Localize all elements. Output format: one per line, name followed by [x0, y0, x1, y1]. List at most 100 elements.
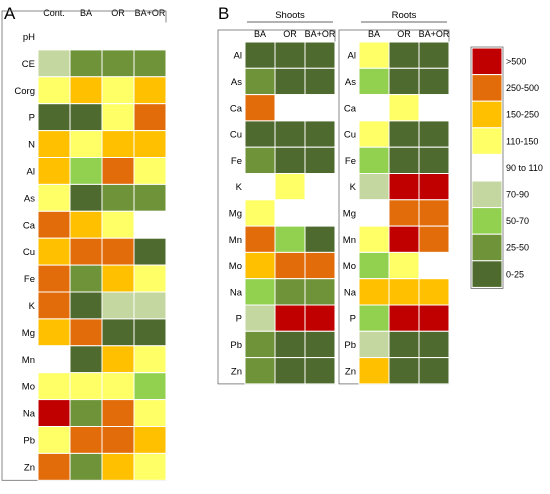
- panel-a-row-label: As: [24, 193, 35, 204]
- shoots-cell: [274, 330, 306, 359]
- legend-swatch: [471, 153, 503, 182]
- panel-a-row-label: Cu: [23, 247, 35, 258]
- roots-cell: [388, 41, 420, 69]
- panel-a-row-label: K: [29, 301, 36, 312]
- roots-row-label: Zn: [345, 366, 356, 377]
- panel-a-cell: [101, 426, 135, 454]
- roots-row-label: P: [350, 314, 356, 325]
- shoots-row-label: P: [236, 314, 242, 325]
- panel-a-cell: [37, 22, 71, 51]
- shoots-cell: [244, 94, 276, 122]
- legend-label: 70-90: [506, 190, 529, 200]
- legend-label: 50-70: [506, 216, 529, 226]
- shoots-cell: [244, 41, 276, 69]
- shoots-cell: [244, 67, 276, 96]
- panel-a-cell: [69, 237, 103, 266]
- shoots-cell: [274, 357, 306, 385]
- panel-a-cell: [101, 49, 135, 78]
- roots-cell: [418, 251, 450, 280]
- shoots-col-label: OR: [283, 29, 297, 39]
- panel-a-cell: [69, 399, 103, 428]
- shoots-cell: [274, 146, 306, 174]
- panel-a-cell: [101, 345, 135, 374]
- shoots-cell: [304, 94, 336, 122]
- panel-a-cell: [69, 210, 103, 239]
- shoots-row-label: Mg: [229, 208, 242, 219]
- panel-a-row-label: Fe: [24, 274, 35, 285]
- panel-a-row-label: Mg: [22, 328, 35, 339]
- roots-cell: [418, 278, 450, 306]
- panel-a-cell: [37, 372, 71, 401]
- shoots-cell: [244, 278, 276, 306]
- panel-a-cell: [37, 76, 71, 105]
- roots-row-label: Pb: [344, 340, 356, 351]
- panel-a-cell: [133, 318, 167, 347]
- roots-row-label: Mg: [343, 208, 356, 219]
- panel-a-cell: [69, 22, 103, 51]
- panel-a-cell: [133, 130, 167, 159]
- panel-a-cell: [37, 237, 71, 266]
- panel-a-cell: [101, 76, 135, 105]
- panel-a-cell: [101, 210, 135, 239]
- shoots-cell: [304, 199, 336, 227]
- panel-label-a: A: [4, 4, 16, 23]
- legend-swatch: [471, 74, 503, 102]
- roots-row-label: As: [345, 77, 356, 88]
- shoots-cell: [244, 357, 276, 385]
- roots-cell: [388, 94, 420, 122]
- roots-cell: [388, 225, 420, 253]
- panel-a-cell: [37, 130, 71, 159]
- panel-a-col-label: BA: [80, 8, 92, 18]
- shoots-cell: [304, 225, 336, 253]
- panel-a-cell: [37, 264, 71, 293]
- legend-label: 90 to 110: [506, 163, 543, 173]
- panel-a-cell: [133, 426, 167, 454]
- panel-a-cell: [133, 291, 167, 320]
- roots-cell: [388, 199, 420, 227]
- panel-a-cell: [133, 264, 167, 293]
- roots-cell: [388, 146, 420, 174]
- panel-a-cell: [133, 157, 167, 185]
- shoots-cell: [274, 304, 306, 332]
- shoots-cell: [274, 94, 306, 122]
- roots-cell: [388, 120, 420, 148]
- shoots-cell: [244, 330, 276, 359]
- legend-swatch: [471, 207, 503, 235]
- roots-cell: [418, 41, 450, 69]
- panel-a-cell: [37, 103, 71, 132]
- legend-label: 0-25: [506, 269, 524, 279]
- shoots-cell: [274, 41, 306, 69]
- panel-a-row-label: Pb: [23, 435, 35, 446]
- panel-a-cell: [37, 49, 71, 78]
- panel-a-cell: [101, 318, 135, 347]
- panel-a-cell: [37, 345, 71, 374]
- panel-a-cell: [37, 452, 71, 481]
- panel-a-col-label: OR: [111, 8, 125, 18]
- roots-row-label: Na: [344, 287, 357, 298]
- shoots-cell: [244, 251, 276, 280]
- panel-a-cell: [133, 345, 167, 374]
- roots-cell: [358, 304, 390, 332]
- heatmap-shoots: Shoots BA OR BA+OR Al As Ca Cu Fe K Mg Mn Mo Na P Pb Zn: [217, 10, 336, 385]
- legend-swatch: [471, 180, 503, 209]
- panel-a-cell: [69, 372, 103, 401]
- panel-a-cell: [101, 183, 135, 212]
- shoots-cell: [304, 146, 336, 174]
- panel-a-row-label: N: [28, 140, 35, 151]
- shoots-cell: [274, 251, 306, 280]
- legend-label: 25-50: [506, 243, 529, 253]
- panel-a-cell: [37, 399, 71, 428]
- legend-label: >500: [506, 57, 526, 67]
- shoots-row-label: Mo: [229, 261, 242, 272]
- panel-a-cell: [69, 291, 103, 320]
- shoots-cell: [244, 225, 276, 253]
- shoots-cell: [304, 120, 336, 148]
- panel-a-row-label: Na: [23, 409, 36, 420]
- roots-cell: [358, 94, 390, 122]
- panel-a-cell: [37, 426, 71, 454]
- shoots-cell: [244, 304, 276, 332]
- roots-cell: [358, 199, 390, 227]
- heatmap-roots: Roots BA OR BA+OR Al As Ca Cu Fe K Mg Mn Mo Na P Pb Zn: [338, 10, 450, 385]
- shoots-col-label: BA+OR: [305, 29, 336, 39]
- roots-cell: [388, 330, 420, 359]
